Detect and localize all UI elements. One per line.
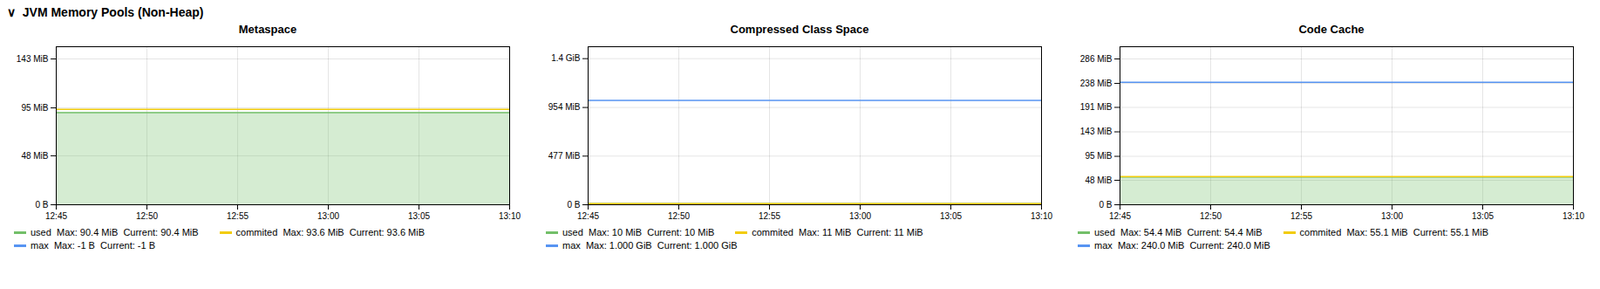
svg-text:12:45: 12:45: [45, 211, 68, 221]
svg-text:12:50: 12:50: [136, 211, 158, 221]
svg-text:13:00: 13:00: [849, 211, 872, 221]
html-text:used Max: 10 MiB Current: 10 M: used Max: 10 MiB Current: 10 MiB: [562, 226, 715, 238]
svg-text:95 MiB: 95 MiB: [20, 102, 48, 113]
html-text:commited Max: 93.6 MiB Current: commited Max: 93.6 MiB Current: 93.6 MiB: [235, 226, 425, 238]
svg-text:0 B: 0 B: [34, 199, 48, 210]
svg-text:954 MiB: 954 MiB: [548, 102, 581, 112]
svg-text:0 B: 0 B: [566, 199, 580, 210]
svg-text:1.4 GiB: 1.4 GiB: [551, 53, 581, 63]
svg-text:477 MiB: 477 MiB: [548, 150, 581, 161]
svg-text:12:50: 12:50: [667, 211, 690, 221]
html-text:Code Cache: Code Cache: [1298, 22, 1365, 36]
html-text:commited Max: 55.1 MiB Current: commited Max: 55.1 MiB Current: 55.1 MiB: [1299, 226, 1489, 238]
svg-text:286 MiB: 286 MiB: [1080, 54, 1113, 64]
html-text:Compressed Class Space: Compressed Class Space: [730, 22, 869, 36]
html-text:max Max: -1 B Current: -1 B: max Max: -1 B Current: -1 B: [30, 239, 156, 251]
svg-text:48 MiB: 48 MiB: [1084, 175, 1112, 185]
svg-text:191 MiB: 191 MiB: [1080, 102, 1113, 112]
html-text:Metaspace: Metaspace: [238, 22, 297, 36]
html-text:max Max: 240.0 MiB Current: 24: max Max: 240.0 MiB Current: 240.0 MiB: [1094, 239, 1271, 251]
svg-text:95 MiB: 95 MiB: [1084, 150, 1112, 161]
svg-text:12:45: 12:45: [577, 211, 600, 221]
svg-text:13:05: 13:05: [1471, 211, 1494, 221]
html-text:used Max: 54.4 MiB Current: 54: used Max: 54.4 MiB Current: 54.4 MiB: [1094, 226, 1263, 238]
html-text:commited Max: 11 MiB Current:: commited Max: 11 MiB Current: 11 MiB: [751, 226, 924, 238]
html-text:max Max: 1.000 GiB Current: 1.: max Max: 1.000 GiB Current: 1.000 GiB: [562, 239, 738, 251]
svg-text:143 MiB: 143 MiB: [16, 54, 49, 64]
svg-text:12:55: 12:55: [758, 211, 781, 221]
svg-text:13:00: 13:00: [317, 211, 340, 221]
svg-text:13:05: 13:05: [408, 211, 430, 221]
svg-text:13:10: 13:10: [1030, 211, 1053, 221]
svg-text:13:05: 13:05: [939, 211, 962, 221]
svg-text:12:45: 12:45: [1109, 211, 1131, 221]
svg-text:13:10: 13:10: [1562, 211, 1585, 221]
svg-text:13:00: 13:00: [1381, 211, 1403, 221]
svg-text:12:55: 12:55: [1290, 211, 1313, 221]
svg-text:12:50: 12:50: [1199, 211, 1222, 221]
svg-text:0 B: 0 B: [1098, 199, 1112, 210]
html-text:∨ JVM Memory Pools (Non-Heap): ∨ JVM Memory Pools (Non-Heap): [6, 5, 204, 20]
svg-text:13:10: 13:10: [498, 211, 521, 221]
svg-text:143 MiB: 143 MiB: [1080, 126, 1113, 137]
svg-text:48 MiB: 48 MiB: [20, 150, 48, 161]
svg-text:12:55: 12:55: [226, 211, 249, 221]
svg-text:238 MiB: 238 MiB: [1080, 78, 1113, 89]
html-text:used Max: 90.4 MiB Current: 90: used Max: 90.4 MiB Current: 90.4 MiB: [30, 226, 199, 238]
